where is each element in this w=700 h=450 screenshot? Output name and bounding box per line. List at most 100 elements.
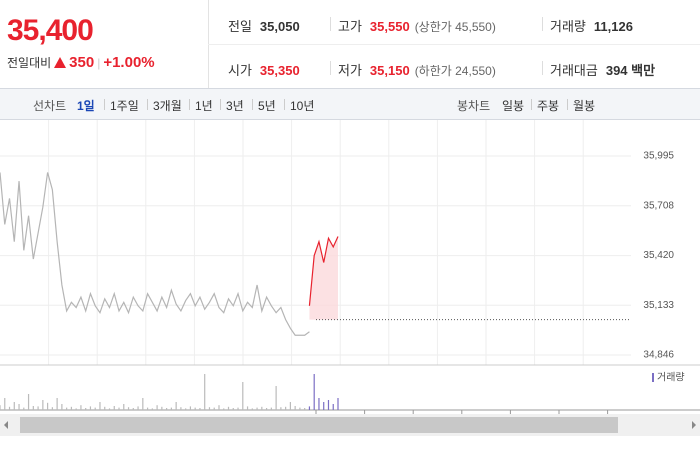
plot-area	[0, 120, 700, 410]
volume-bar	[194, 407, 196, 410]
legend-label: 거래량	[657, 372, 685, 384]
volume-bar	[323, 402, 325, 410]
stat-label: 고가	[338, 19, 362, 34]
volume-bar	[275, 386, 277, 410]
volume-bar	[213, 407, 215, 410]
stat: 거래대금 394 백만	[550, 60, 655, 79]
volume-bar	[4, 398, 6, 410]
volume-bar	[123, 404, 125, 410]
separator	[542, 17, 543, 31]
stat-label: 시가	[228, 63, 252, 78]
volume-bar	[8, 406, 11, 410]
volume-bar	[47, 402, 49, 410]
change-pct: +1.00%	[103, 54, 155, 71]
period-button[interactable]: 3년	[226, 99, 244, 113]
period-button[interactable]: 1일	[77, 99, 95, 113]
volume-bar	[208, 407, 211, 410]
separator	[147, 99, 148, 110]
y-tick-label: 35,420	[643, 250, 674, 261]
stat-label: 전일	[228, 19, 252, 34]
separator	[284, 99, 285, 110]
volume-bar	[37, 406, 39, 410]
candle-chart-label: 봉차트	[457, 99, 491, 113]
stat-value: 11,126	[593, 19, 633, 34]
stat-note: (상한가 45,550)	[414, 20, 496, 34]
period-button[interactable]: 10년	[290, 99, 315, 113]
volume-bar	[175, 402, 177, 410]
volume-bar	[151, 408, 153, 410]
scroll-left[interactable]	[4, 421, 8, 429]
scrollbar-thumb[interactable]	[20, 417, 618, 433]
separator	[531, 99, 532, 110]
volume-bar	[89, 406, 92, 410]
separator	[542, 61, 543, 75]
scroll-right[interactable]	[692, 421, 696, 429]
volume-bar	[85, 408, 87, 410]
volume-bar	[75, 408, 77, 410]
volume-bar	[66, 407, 68, 410]
stat-label: 거래량	[550, 19, 586, 34]
volume-bar	[337, 398, 339, 410]
volume-bar	[23, 407, 25, 410]
volume-bar	[237, 407, 239, 410]
line-chart-label: 선차트	[33, 99, 67, 113]
volume-bar	[299, 407, 301, 410]
legend-swatch	[652, 373, 654, 382]
volume-bar	[142, 398, 144, 410]
volume-bar	[13, 402, 15, 410]
period-button[interactable]: 3개월	[153, 99, 182, 113]
volume-bar	[156, 405, 158, 410]
stat-value: 35,150	[369, 63, 410, 78]
volume-bar	[132, 408, 134, 410]
header: 35,400 전일대비 350 | +1.00% 전일 35,050 고가 35,55…	[0, 0, 700, 89]
volume-bar	[294, 406, 296, 410]
separator	[104, 99, 105, 110]
volume-bar	[270, 407, 272, 410]
stat-value: 394 백만	[605, 63, 656, 78]
volume-bar	[18, 404, 20, 410]
up-icon	[54, 57, 67, 68]
volume-bar	[261, 406, 263, 410]
separator	[189, 99, 190, 110]
volume-bar	[256, 407, 258, 410]
volume-bar	[94, 407, 96, 410]
volume-bar	[166, 408, 168, 410]
volume-bar	[70, 406, 73, 410]
volume-bar	[308, 406, 311, 410]
volume-bar	[118, 407, 120, 410]
volume-bar	[199, 408, 201, 410]
volume-bar	[99, 402, 101, 410]
price-line	[308, 236, 339, 306]
period-button[interactable]: 1주일	[110, 99, 139, 113]
stat-value: 35,550	[369, 19, 410, 34]
candle-button[interactable]: 일봉	[502, 99, 525, 113]
volume-bar	[318, 398, 320, 410]
price-line	[0, 172, 310, 336]
y-tick-label: 35,133	[643, 300, 674, 311]
volume-bar	[204, 374, 206, 410]
candle-button[interactable]: 월봉	[573, 99, 596, 113]
period-button[interactable]: 1년	[195, 99, 213, 113]
stat: 저가 35,150 (하한가 24,550)	[338, 60, 496, 79]
stat: 전일 35,050	[228, 16, 300, 35]
price-box: 35,400 전일대비 350 | +1.00%	[0, 0, 209, 88]
stat: 시가 35,350	[228, 60, 300, 79]
stat-label: 저가	[338, 63, 362, 78]
volume-bar	[185, 408, 187, 410]
separator	[330, 17, 331, 31]
volume-bar	[32, 406, 34, 410]
period-button[interactable]: 5년	[258, 99, 276, 113]
volume-bar	[104, 406, 106, 410]
volume-bar	[218, 405, 220, 410]
volume-bar	[251, 408, 253, 410]
candle-button[interactable]: 주봉	[537, 99, 560, 113]
volume-bar	[332, 404, 334, 410]
volume-bar	[304, 408, 306, 410]
volume-bar	[285, 406, 287, 410]
change-label: 전일대비	[7, 56, 52, 70]
stat: 고가 35,550 (상한가 45,550)	[338, 16, 496, 35]
volume-bar	[0, 405, 1, 410]
y-tick-label: 34,846	[643, 350, 674, 361]
